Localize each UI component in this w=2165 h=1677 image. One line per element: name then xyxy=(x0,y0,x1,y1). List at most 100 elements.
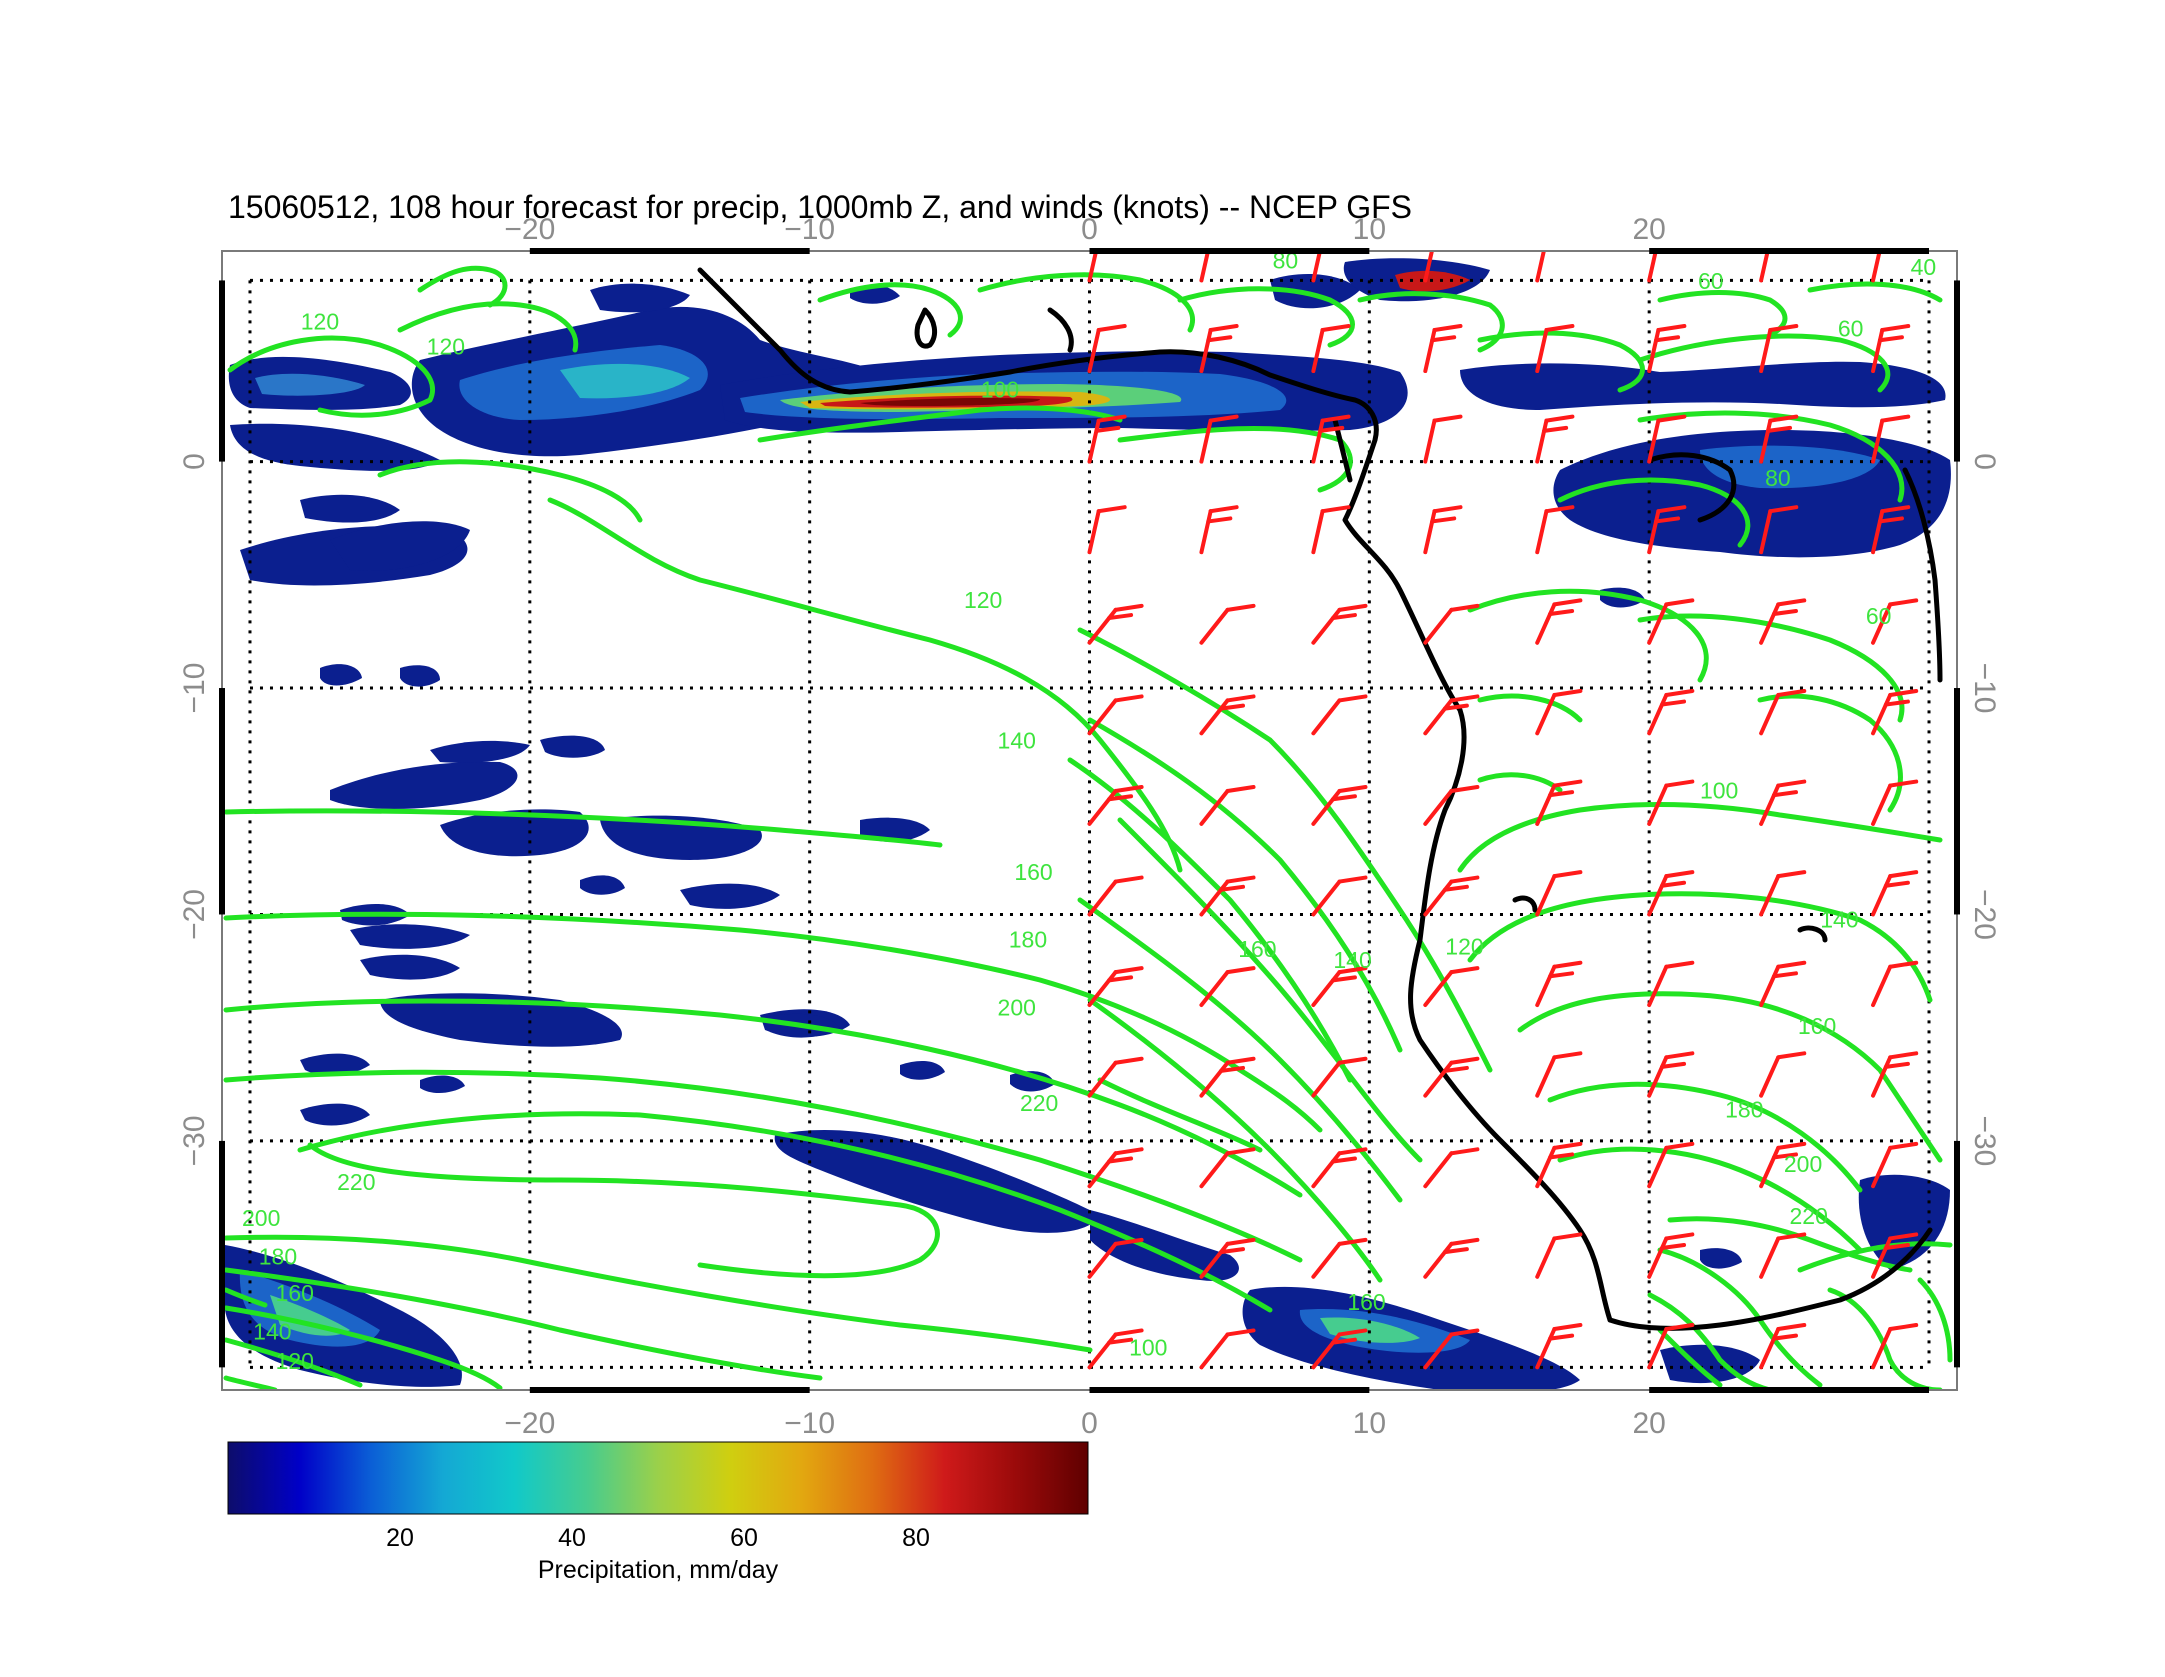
contour-label: 160 xyxy=(276,1280,314,1306)
wind-barb xyxy=(1535,1141,1583,1189)
colorbar-gradient xyxy=(227,1441,1089,1515)
wind-barb xyxy=(1311,694,1368,736)
frame-bar xyxy=(529,1387,810,1393)
wind-barb xyxy=(1199,603,1256,645)
wind-barb xyxy=(1311,1328,1368,1370)
wind-barb xyxy=(1535,960,1583,1008)
contour-label: 220 xyxy=(1789,1203,1827,1229)
frame-bar xyxy=(219,1140,225,1368)
wind-barb xyxy=(1311,505,1351,555)
frame-bar xyxy=(1649,248,1930,254)
wind-barb xyxy=(1423,694,1480,736)
map-frame-ticks xyxy=(219,248,1960,1393)
colorbar-tick-label: 20 xyxy=(386,1524,414,1552)
wind-barb xyxy=(1423,324,1463,374)
contour-label: 60 xyxy=(1866,603,1892,629)
wind-barb xyxy=(1311,1237,1368,1279)
wind-barb xyxy=(1535,688,1583,736)
frame-bar xyxy=(1649,1387,1930,1393)
contour-label: 120 xyxy=(1445,934,1483,960)
wind-barb xyxy=(1647,598,1695,645)
colorbar-label: Precipitation, mm/day xyxy=(538,1556,779,1584)
wind-barb xyxy=(1087,875,1144,917)
lon-tick-label-bottom: 0 xyxy=(1081,1407,1098,1440)
wind-barb xyxy=(1535,870,1583,917)
contour-label: 160 xyxy=(1238,936,1276,962)
colorbar-tick-label: 80 xyxy=(902,1524,930,1552)
wind-barb xyxy=(1087,603,1144,645)
lon-tick-label-top: 10 xyxy=(1353,213,1386,246)
contour-label: 140 xyxy=(1820,906,1858,932)
wind-barb xyxy=(1759,1141,1807,1189)
wind-barb xyxy=(1759,598,1807,645)
wind-barb xyxy=(1311,784,1368,826)
wind-barb xyxy=(1871,414,1911,464)
wind-barb xyxy=(1087,694,1144,736)
wind-barb xyxy=(1423,505,1463,555)
contour-label: 180 xyxy=(1725,1097,1763,1123)
contour-label: 200 xyxy=(242,1205,280,1231)
wind-barb xyxy=(1311,324,1351,374)
contour-label: 220 xyxy=(1020,1090,1058,1116)
wind-barb xyxy=(1199,875,1256,917)
contour-label: 60 xyxy=(1698,268,1724,294)
wind-barb xyxy=(1647,1141,1695,1189)
wind-barb xyxy=(1087,414,1127,464)
contour-label: 100 xyxy=(1700,777,1738,803)
frame-bar xyxy=(1954,1140,1960,1368)
wind-barb xyxy=(1535,1323,1583,1370)
precip-colorbar: 20 40 60 80 Precipitation, mm/day xyxy=(227,1441,1089,1584)
lon-tick-label-bottom: −10 xyxy=(784,1407,835,1440)
contour-label: 100 xyxy=(1129,1334,1167,1360)
wind-barb xyxy=(1759,251,1774,283)
contour-label: 200 xyxy=(998,995,1036,1021)
frame-bar xyxy=(219,280,225,462)
wind-barb xyxy=(1759,960,1807,1008)
wind-barb xyxy=(1199,694,1256,736)
contour-label: 120 xyxy=(276,1348,314,1374)
wind-barb xyxy=(1423,1147,1480,1189)
wind-barb xyxy=(1199,784,1256,826)
wind-barb xyxy=(1535,598,1583,645)
wind-barb xyxy=(1647,688,1695,736)
wind-barb xyxy=(1423,784,1480,826)
contour-labels: 120 140 160 180 200 220 220 200 180 160 140 120 120 1… xyxy=(242,251,1936,1374)
colorbar-tick-label: 40 xyxy=(558,1524,586,1552)
wind-barb xyxy=(1087,1147,1144,1189)
wind-barb xyxy=(1871,779,1919,826)
contour-label: 180 xyxy=(1009,927,1047,953)
frame-bar xyxy=(1954,280,1960,462)
contour-label: 200 xyxy=(1784,1151,1822,1177)
wind-barb xyxy=(1535,414,1575,464)
contour-label: 120 xyxy=(301,309,339,335)
wind-barb xyxy=(1647,414,1687,464)
wind-barb xyxy=(1535,1051,1583,1098)
wind-barb xyxy=(1759,870,1807,917)
wind-barb xyxy=(1759,779,1807,826)
contour-label: 120 xyxy=(964,587,1002,613)
wind-barb xyxy=(1423,1056,1480,1098)
contour-label: 140 xyxy=(1333,947,1371,973)
wind-barb xyxy=(1087,966,1144,1008)
lon-tick-label-bottom: −20 xyxy=(504,1407,555,1440)
colorbar-ticks: 20 40 60 80 xyxy=(386,1524,930,1552)
lon-tick-label-top: −20 xyxy=(504,213,555,246)
wind-barb xyxy=(1759,324,1799,374)
wind-barb xyxy=(1199,1328,1256,1370)
wind-barb xyxy=(1871,251,1882,283)
wind-barb xyxy=(1871,324,1911,374)
wind-barb xyxy=(1199,324,1239,374)
map-plot-area: 120 140 160 180 200 220 220 200 180 160 140 120 120 1… xyxy=(222,251,1957,1390)
wind-barb xyxy=(1311,414,1351,464)
wind-barb xyxy=(1311,966,1368,1008)
contour-label: 180 xyxy=(259,1244,297,1270)
contour-label: 160 xyxy=(1347,1289,1385,1315)
wind-barb xyxy=(1311,603,1368,645)
lat-tick-label-left: −20 xyxy=(178,889,211,940)
wind-barb xyxy=(1759,414,1799,464)
wind-barb xyxy=(1199,505,1239,555)
wind-barb xyxy=(1423,966,1480,1008)
wind-barb xyxy=(1423,251,1434,283)
